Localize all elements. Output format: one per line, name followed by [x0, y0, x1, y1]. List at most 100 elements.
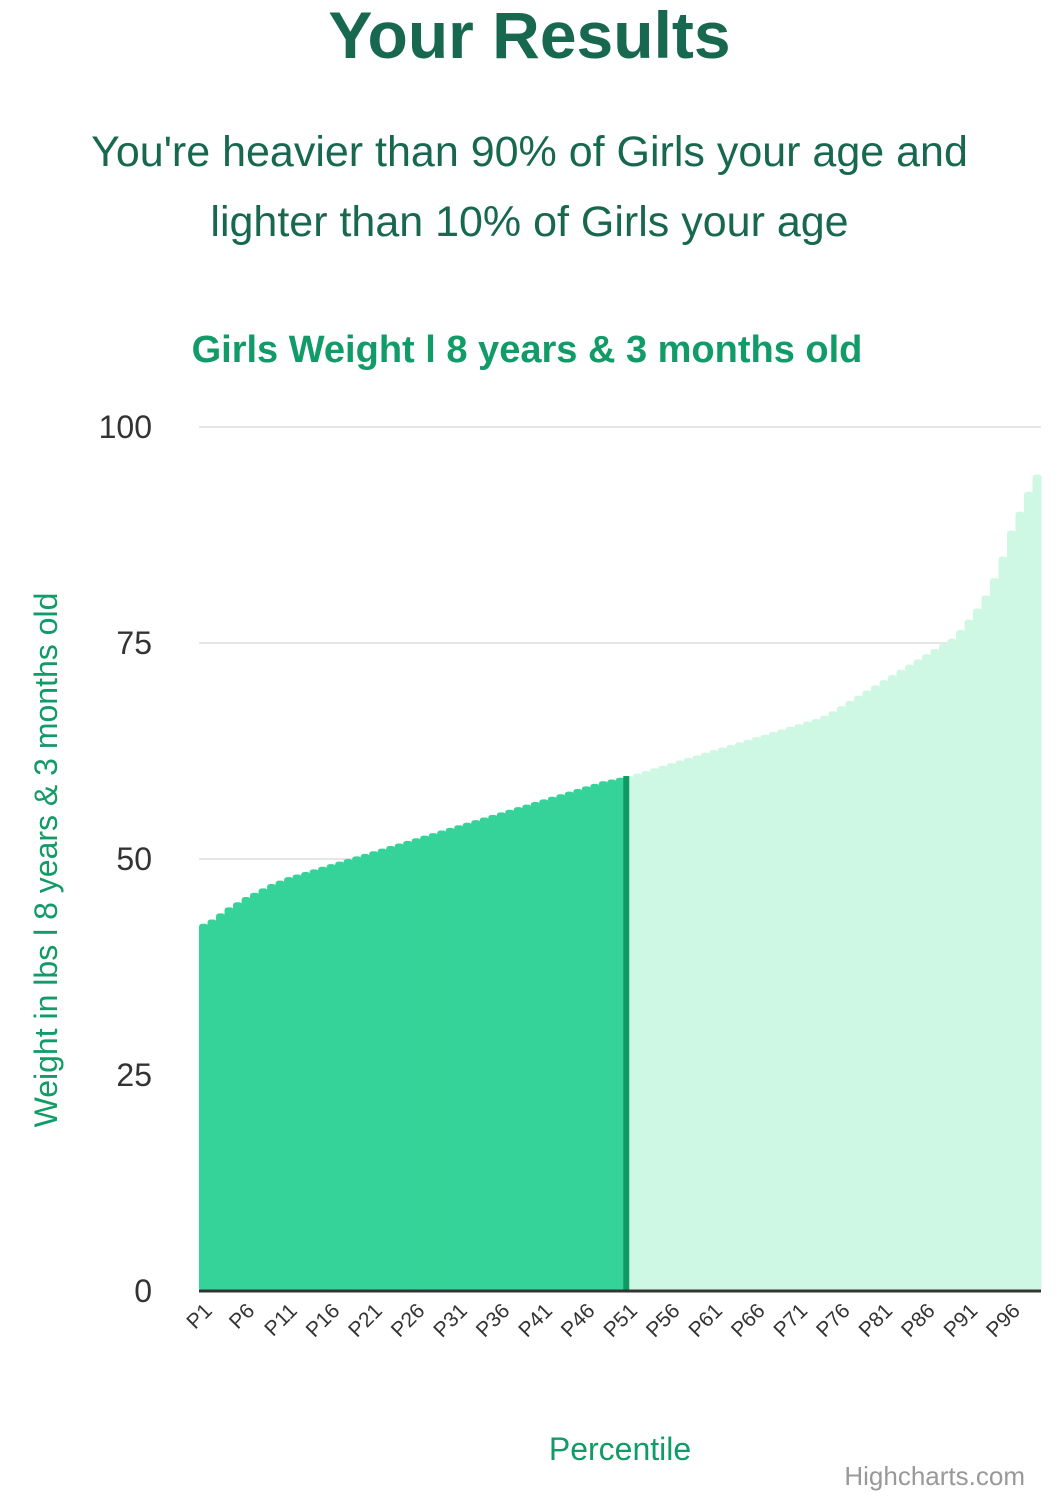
bar-p60[interactable] — [700, 752, 710, 1291]
bar-p21[interactable] — [369, 851, 379, 1291]
bar-p13[interactable] — [301, 871, 311, 1291]
bar-p7[interactable] — [250, 892, 260, 1291]
bar-p61[interactable] — [709, 750, 719, 1291]
highlight-bar-p51[interactable] — [623, 776, 630, 1291]
bar-p53[interactable] — [641, 770, 651, 1291]
bar-p74[interactable] — [819, 715, 829, 1291]
bar-p16[interactable] — [326, 864, 336, 1291]
bar-p47[interactable] — [590, 783, 600, 1291]
bar-p70[interactable] — [785, 726, 795, 1291]
bar-p18[interactable] — [343, 859, 353, 1291]
bar-p62[interactable] — [717, 747, 727, 1291]
bar-p64[interactable] — [734, 742, 744, 1291]
bar-p31[interactable] — [454, 825, 464, 1291]
bar-p76[interactable] — [836, 706, 846, 1291]
bar-p54[interactable] — [649, 768, 659, 1291]
bar-p82[interactable] — [887, 674, 898, 1291]
bar-p44[interactable] — [564, 791, 574, 1291]
bar-p17[interactable] — [335, 861, 345, 1291]
bar-p28[interactable] — [428, 833, 438, 1291]
bar-p37[interactable] — [505, 809, 515, 1291]
bar-p92[interactable] — [972, 608, 983, 1291]
bar-p68[interactable] — [768, 731, 778, 1291]
bar-p23[interactable] — [386, 846, 396, 1291]
bar-p90[interactable] — [955, 630, 966, 1291]
bar-p86[interactable] — [921, 654, 932, 1291]
bar-p5[interactable] — [233, 902, 243, 1291]
bar-p59[interactable] — [692, 755, 702, 1291]
bar-p40[interactable] — [530, 801, 540, 1291]
bar-p83[interactable] — [896, 669, 906, 1291]
bar-p94[interactable] — [989, 578, 1000, 1291]
bar-p88[interactable] — [938, 643, 949, 1291]
bar-p10[interactable] — [275, 880, 285, 1291]
bar-p65[interactable] — [743, 739, 753, 1291]
bar-p11[interactable] — [284, 877, 294, 1291]
bar-p12[interactable] — [292, 874, 302, 1291]
bar-p97[interactable] — [1015, 511, 1025, 1291]
bar-p43[interactable] — [556, 794, 566, 1291]
bar-p58[interactable] — [683, 757, 693, 1291]
bar-p1[interactable] — [199, 923, 209, 1291]
bar-p75[interactable] — [828, 711, 838, 1291]
bar-p55[interactable] — [658, 765, 668, 1291]
bar-p95[interactable] — [998, 556, 1008, 1291]
bar-p8[interactable] — [258, 888, 268, 1291]
bar-p14[interactable] — [309, 869, 319, 1291]
bar-p41[interactable] — [539, 799, 549, 1291]
bar-p4[interactable] — [224, 907, 234, 1291]
bar-p35[interactable] — [488, 814, 498, 1291]
bar-p3[interactable] — [216, 913, 226, 1291]
bar-p22[interactable] — [377, 848, 387, 1291]
bar-p26[interactable] — [411, 838, 421, 1291]
bar-p33[interactable] — [471, 820, 481, 1291]
bar-p78[interactable] — [853, 695, 863, 1291]
bar-p32[interactable] — [462, 822, 472, 1291]
bar-p49[interactable] — [607, 779, 617, 1291]
credits-link[interactable]: Highcharts.com — [844, 1461, 1025, 1491]
bar-p24[interactable] — [394, 843, 404, 1291]
bar-p85[interactable] — [913, 659, 923, 1291]
bar-p15[interactable] — [318, 866, 328, 1291]
bar-p80[interactable] — [870, 685, 881, 1291]
bar-p36[interactable] — [496, 812, 506, 1291]
bar-p72[interactable] — [802, 721, 812, 1291]
bar-p50[interactable] — [615, 777, 625, 1291]
bar-p45[interactable] — [573, 789, 583, 1291]
bar-p29[interactable] — [437, 830, 447, 1291]
bar-p42[interactable] — [547, 796, 557, 1291]
bar-p27[interactable] — [420, 835, 430, 1291]
bar-p98[interactable] — [1023, 491, 1034, 1291]
bar-p46[interactable] — [581, 786, 591, 1291]
bar-p25[interactable] — [403, 840, 413, 1291]
bar-p87[interactable] — [930, 649, 940, 1291]
bar-p20[interactable] — [360, 853, 370, 1291]
bar-p73[interactable] — [811, 719, 821, 1291]
bar-p81[interactable] — [879, 680, 889, 1291]
bar-p56[interactable] — [666, 763, 676, 1291]
bar-p99[interactable] — [1032, 474, 1042, 1291]
bar-p93[interactable] — [981, 595, 991, 1291]
bar-p79[interactable] — [862, 690, 872, 1291]
bar-p38[interactable] — [513, 807, 523, 1291]
bar-p2[interactable] — [207, 919, 217, 1291]
bar-p91[interactable] — [964, 619, 974, 1291]
bar-p57[interactable] — [675, 760, 685, 1291]
bar-p84[interactable] — [904, 664, 915, 1291]
bar-p48[interactable] — [598, 781, 608, 1291]
bar-p77[interactable] — [845, 700, 855, 1291]
bar-p63[interactable] — [726, 744, 736, 1291]
bar-p67[interactable] — [760, 734, 770, 1291]
bar-p9[interactable] — [267, 884, 277, 1291]
bar-p89[interactable] — [947, 638, 957, 1291]
bar-p52[interactable] — [632, 773, 642, 1291]
bar-p71[interactable] — [794, 724, 804, 1291]
bar-p96[interactable] — [1006, 530, 1017, 1291]
bar-p30[interactable] — [445, 827, 455, 1291]
bar-p66[interactable] — [751, 737, 761, 1291]
bar-p19[interactable] — [352, 856, 362, 1291]
bar-p69[interactable] — [777, 729, 787, 1291]
bar-p34[interactable] — [479, 817, 489, 1291]
bar-p6[interactable] — [241, 897, 251, 1291]
bar-p39[interactable] — [522, 804, 532, 1291]
